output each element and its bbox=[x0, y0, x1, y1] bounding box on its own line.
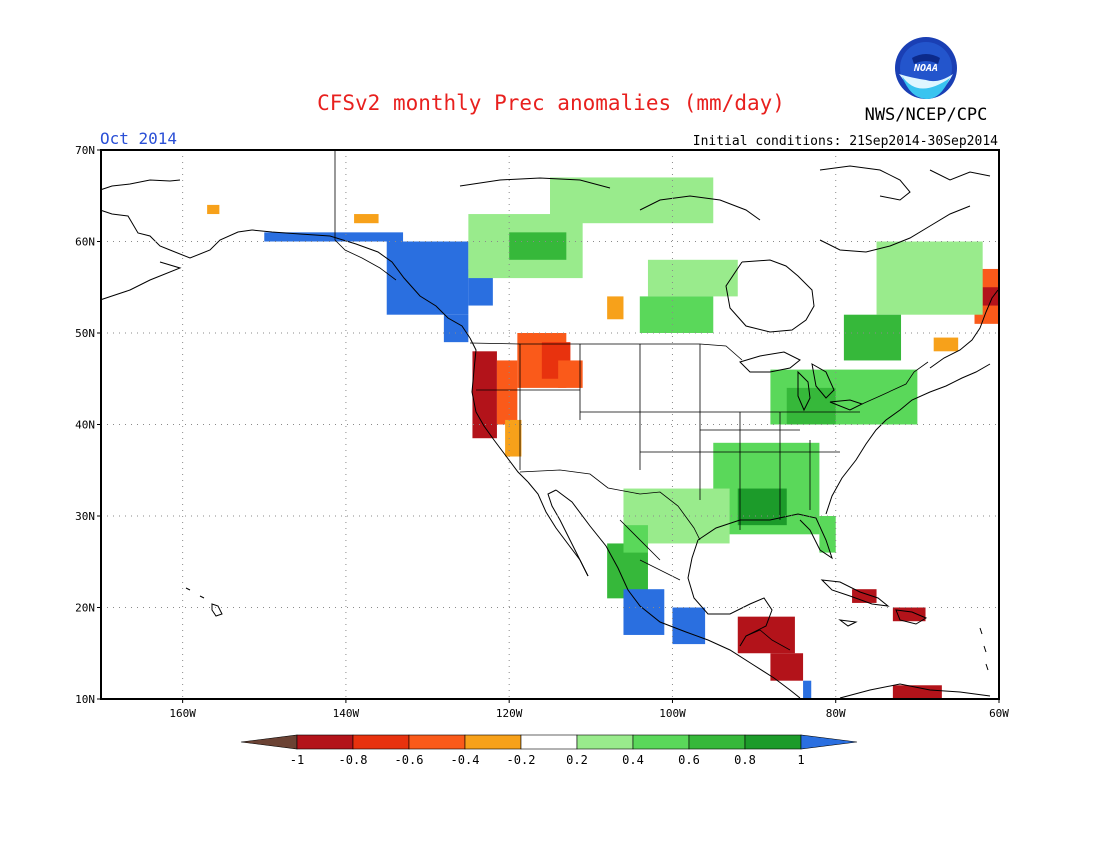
longitude-label: 60W bbox=[989, 707, 1009, 720]
colorbar-label: 0.6 bbox=[678, 753, 700, 767]
anomaly-cell bbox=[843, 314, 902, 361]
colorbar-label: -0.2 bbox=[507, 753, 536, 767]
anomaly-cell bbox=[819, 516, 836, 553]
anomaly-field bbox=[207, 177, 999, 699]
forecast-period: Oct 2014 bbox=[100, 129, 177, 148]
anomaly-cell bbox=[876, 241, 983, 315]
anomaly-cell bbox=[623, 525, 648, 553]
longitude-labels: 160W 140W 120W 100W 80W 60W bbox=[169, 699, 1009, 720]
anomaly-cell bbox=[933, 337, 959, 352]
latitude-label: 50N bbox=[75, 327, 95, 340]
colorbar-label: 0.2 bbox=[566, 753, 588, 767]
colorbar-segment bbox=[688, 734, 746, 750]
anomaly-cell bbox=[558, 360, 583, 388]
colorbar-label: -0.8 bbox=[339, 753, 368, 767]
colorbar-segment bbox=[408, 734, 466, 750]
anomaly-cell bbox=[892, 685, 942, 699]
latitude-labels: 70N 60N 50N 40N 30N 20N 10N bbox=[75, 144, 101, 706]
colorbar-segment bbox=[464, 734, 522, 750]
colorbar-segment bbox=[632, 734, 690, 750]
anomaly-cell bbox=[623, 589, 665, 635]
longitude-label: 120W bbox=[496, 707, 523, 720]
anomaly-cell bbox=[496, 360, 518, 425]
anomaly-cell bbox=[770, 653, 804, 681]
political-borders bbox=[334, 150, 929, 651]
longitude-label: 140W bbox=[333, 707, 360, 720]
latitude-label: 30N bbox=[75, 510, 95, 523]
longitude-label: 160W bbox=[169, 707, 196, 720]
latitude-label: 20N bbox=[75, 602, 95, 615]
anomaly-cell bbox=[472, 351, 497, 439]
noaa-logo-text: NOAA bbox=[913, 63, 938, 74]
anomaly-cell bbox=[803, 680, 812, 699]
anomaly-cell bbox=[639, 296, 714, 333]
anomaly-cell bbox=[207, 204, 220, 215]
latitude-label: 60N bbox=[75, 236, 95, 249]
colorbar-segment bbox=[296, 734, 354, 750]
colorbar-label: -1 bbox=[290, 753, 304, 767]
colorbar-min-arrow bbox=[240, 734, 298, 750]
latitude-label: 40N bbox=[75, 419, 95, 432]
anomaly-cell bbox=[443, 314, 469, 343]
anomaly-cell bbox=[386, 241, 469, 315]
colorbar-segment bbox=[576, 734, 634, 750]
colorbar-label: -0.4 bbox=[451, 753, 480, 767]
anomaly-cell bbox=[354, 214, 379, 224]
longitude-label: 80W bbox=[826, 707, 846, 720]
anomaly-cell bbox=[786, 387, 836, 425]
chart-title: CFSv2 monthly Prec anomalies (mm/day) bbox=[317, 91, 785, 115]
anomaly-cell bbox=[982, 287, 999, 306]
colorbar-label: 0.8 bbox=[734, 753, 756, 767]
agency-label: NWS/NCEP/CPC bbox=[865, 105, 988, 125]
longitude-label: 100W bbox=[659, 707, 686, 720]
colorbar-max-arrow bbox=[800, 734, 858, 750]
latitude-label: 70N bbox=[75, 144, 95, 157]
coastlines bbox=[101, 165, 999, 699]
anomaly-cell bbox=[672, 607, 706, 645]
colorbar-segment bbox=[352, 734, 410, 750]
colorbar-label: -0.6 bbox=[395, 753, 424, 767]
anomaly-cell bbox=[737, 488, 787, 526]
anomaly-cell bbox=[550, 177, 714, 224]
initial-conditions: Initial conditions: 21Sep2014-30Sep2014 bbox=[693, 134, 998, 149]
colorbar-label: 1 bbox=[797, 753, 804, 767]
colorbar-segment bbox=[520, 734, 578, 750]
anomaly-cell bbox=[607, 296, 624, 320]
colorbar-label: 0.4 bbox=[622, 753, 644, 767]
colorbar-legend: -1 -0.8 -0.6 -0.4 -0.2 0.2 0.4 0.6 0.8 1 bbox=[240, 734, 858, 767]
noaa-logo-icon: NOAA bbox=[895, 37, 957, 100]
colorbar-segment bbox=[744, 734, 802, 750]
latitude-label: 10N bbox=[75, 693, 95, 706]
anomaly-cell bbox=[505, 419, 522, 457]
anomaly-cell bbox=[647, 259, 738, 297]
anomaly-cell bbox=[509, 232, 567, 260]
